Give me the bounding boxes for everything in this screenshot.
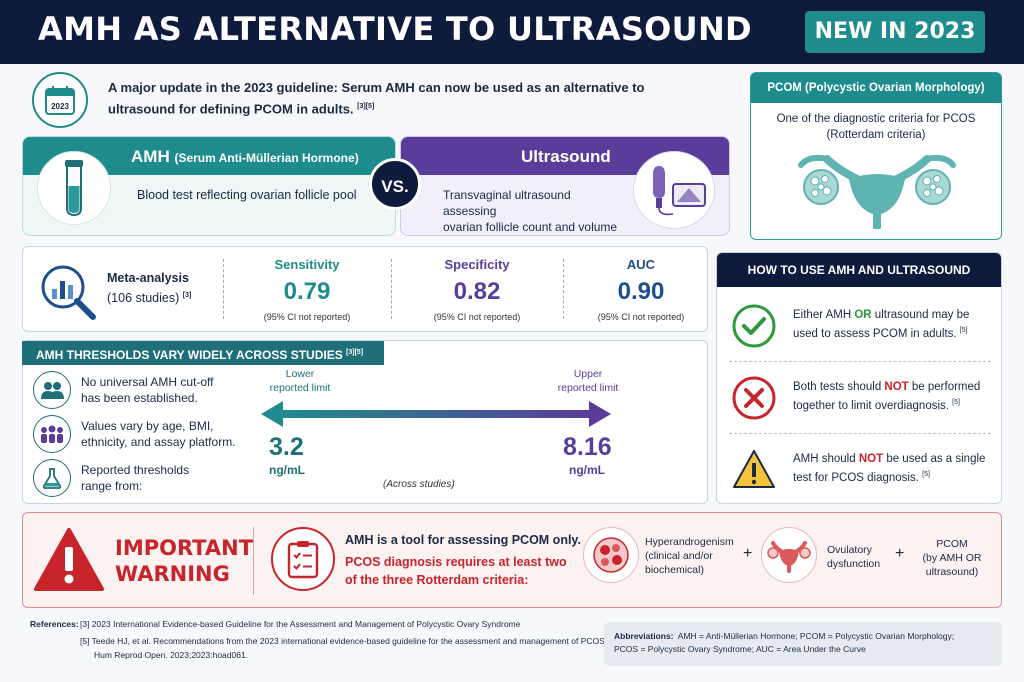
how-item: AMH should NOT be used as a single test … — [717, 435, 1001, 503]
stat-auc: AUC 0.90 (95% CI not reported) — [571, 257, 711, 322]
lower-limit-label: Lower reported limit — [269, 368, 331, 394]
uterus-icon — [761, 527, 817, 583]
how-text: Either AMH OR ultrasound may be used to … — [793, 309, 970, 340]
threshold-item: Reported thresholds range from: — [33, 459, 251, 497]
calendar-year: 2023 — [51, 102, 69, 111]
upper-limit-label: Upper reported limit — [557, 368, 619, 394]
threshold-text: No universal AMH cut-off has been establi… — [81, 375, 214, 405]
amh-card: AMH (Serum Anti-Müllerian Hormone) Blood… — [22, 136, 396, 236]
references-label: References: — [30, 619, 79, 629]
stat-value: 0.90 — [617, 278, 665, 305]
thresholds-title: AMH THRESHOLDS VARY WIDELY ACROSS STUDIE… — [22, 341, 384, 365]
clipboard-checklist-icon — [271, 527, 335, 591]
warning-title: IMPORTANT WARNING — [115, 536, 254, 586]
reference-5: [5] Teede HJ, et al. Recommendations fro… — [80, 636, 608, 646]
ovaries-uterus-icon — [787, 149, 967, 234]
meta-analysis-title: Meta-analysis (106 studies) [3] — [107, 271, 192, 306]
upper-limit-value: 8.16 — [563, 433, 612, 461]
how-to-use-panel: HOW TO USE AMH AND ULTRASOUND Either AMH… — [716, 252, 1002, 504]
cross-icon — [732, 376, 776, 420]
divider — [563, 259, 564, 319]
stat-label: Specificity — [444, 257, 510, 272]
stat-ci: (95% CI not reported) — [597, 312, 685, 322]
ultrasound-card: Ultrasound Transvaginal ultrasound asses… — [400, 136, 730, 236]
warning-line-1: AMH is a tool for assessing PCOM only. — [345, 533, 581, 547]
pcom-description: One of the diagnostic criteria for PCOS … — [776, 113, 976, 141]
thresholds-panel: No universal AMH cut-off has been establi… — [22, 340, 708, 504]
upper-limit-unit: ng/mL — [569, 463, 605, 477]
pcom-panel: PCOM (Polycystic Ovarian Morphology) One… — [750, 72, 1002, 240]
criterion-pcom: PCOM (by AMH OR ultrasound) — [922, 538, 982, 578]
how-item: Both tests should NOT be performed toget… — [717, 363, 1001, 435]
how-text: Both tests should NOT be performed toget… — [793, 381, 981, 412]
flask-icon — [33, 459, 71, 497]
divider — [223, 259, 224, 319]
lower-limit-unit: ng/mL — [269, 463, 305, 477]
stat-sensitivity: Sensitivity 0.79 (95% CI not reported) — [237, 257, 377, 322]
important-warning-panel: IMPORTANT WARNING AMH is a tool for asses… — [22, 512, 1002, 608]
plus-sign: + — [743, 545, 753, 562]
pcom-title: PCOM (Polycystic Ovarian Morphology) — [751, 73, 1001, 103]
warning-icon — [733, 450, 775, 488]
stat-specificity: Specificity 0.82 (95% CI not reported) — [407, 257, 547, 322]
calendar-icon: 2023 — [32, 72, 88, 128]
cells-icon — [583, 527, 639, 583]
reference-5-journal: Hum Reprod Open. 2023;2023:hoad061. — [94, 650, 249, 660]
threshold-item: No universal AMH cut-off has been establi… — [33, 371, 251, 409]
vs-badge: VS. — [369, 158, 421, 210]
people-icon — [33, 371, 71, 409]
divider — [729, 361, 991, 362]
plus-sign: + — [895, 545, 905, 562]
warning-line-2: PCOS diagnosis requires at least two of … — [345, 555, 567, 587]
abbreviations-box: Abbreviations: AMH = Anti-Müllerian Horm… — [604, 622, 1002, 666]
amh-title: AMH (Serum Anti-Müllerian Hormone) — [131, 147, 359, 166]
amh-description: Blood test reflecting ovarian follicle p… — [137, 188, 357, 202]
stat-value: 0.82 — [453, 278, 501, 305]
intro-text: A major update in the 2023 guideline: Se… — [108, 80, 645, 117]
across-studies-note: (Across studies) — [383, 479, 455, 490]
how-item: Either AMH OR ultrasound may be used to … — [717, 291, 1001, 363]
threshold-text: Values vary by age, BMI, ethnicity, and a… — [81, 419, 236, 449]
threshold-item: Values vary by age, BMI, ethnicity, and a… — [33, 415, 251, 453]
criterion-hyperandrogenism: Hyperandrogenism (clinical and/or biochemi… — [645, 536, 734, 576]
stat-label: Sensitivity — [274, 257, 340, 272]
stat-ci: (95% CI not reported) — [263, 312, 351, 322]
check-icon — [732, 304, 776, 348]
lower-limit-value: 3.2 — [269, 433, 304, 461]
criterion-ovulatory-dysfunction: Ovulatory dysfunction — [827, 544, 881, 570]
new-badge: NEW IN 2023 — [805, 11, 985, 53]
range-arrow — [261, 401, 611, 427]
ultrasound-title: Ultrasound — [521, 147, 611, 166]
magnifier-chart-icon — [37, 261, 101, 326]
ultrasound-probe-icon — [633, 151, 715, 229]
stat-label: AUC — [626, 257, 656, 272]
threshold-text: Reported thresholds range from: — [81, 463, 190, 493]
ultrasound-description: Transvaginal ultrasound assessing ovaria… — [443, 188, 618, 234]
group-icon — [33, 415, 71, 453]
meta-analysis-panel: Meta-analysis (106 studies) [3] Sensitiv… — [22, 246, 708, 332]
stat-ci: (95% CI not reported) — [433, 312, 521, 322]
divider — [391, 259, 392, 319]
reference-3: [3] 2023 International Evidence-based Gu… — [80, 619, 521, 629]
how-text: AMH should NOT be used as a single test … — [793, 453, 986, 484]
test-tube-icon — [37, 151, 111, 225]
stat-value: 0.79 — [283, 278, 331, 305]
divider — [729, 433, 991, 434]
page-title: AMH AS ALTERNATIVE TO ULTRASOUND — [38, 10, 752, 48]
divider — [253, 527, 254, 595]
alert-triangle-icon — [34, 528, 104, 591]
how-to-use-title: HOW TO USE AMH AND ULTRASOUND — [717, 253, 1001, 287]
